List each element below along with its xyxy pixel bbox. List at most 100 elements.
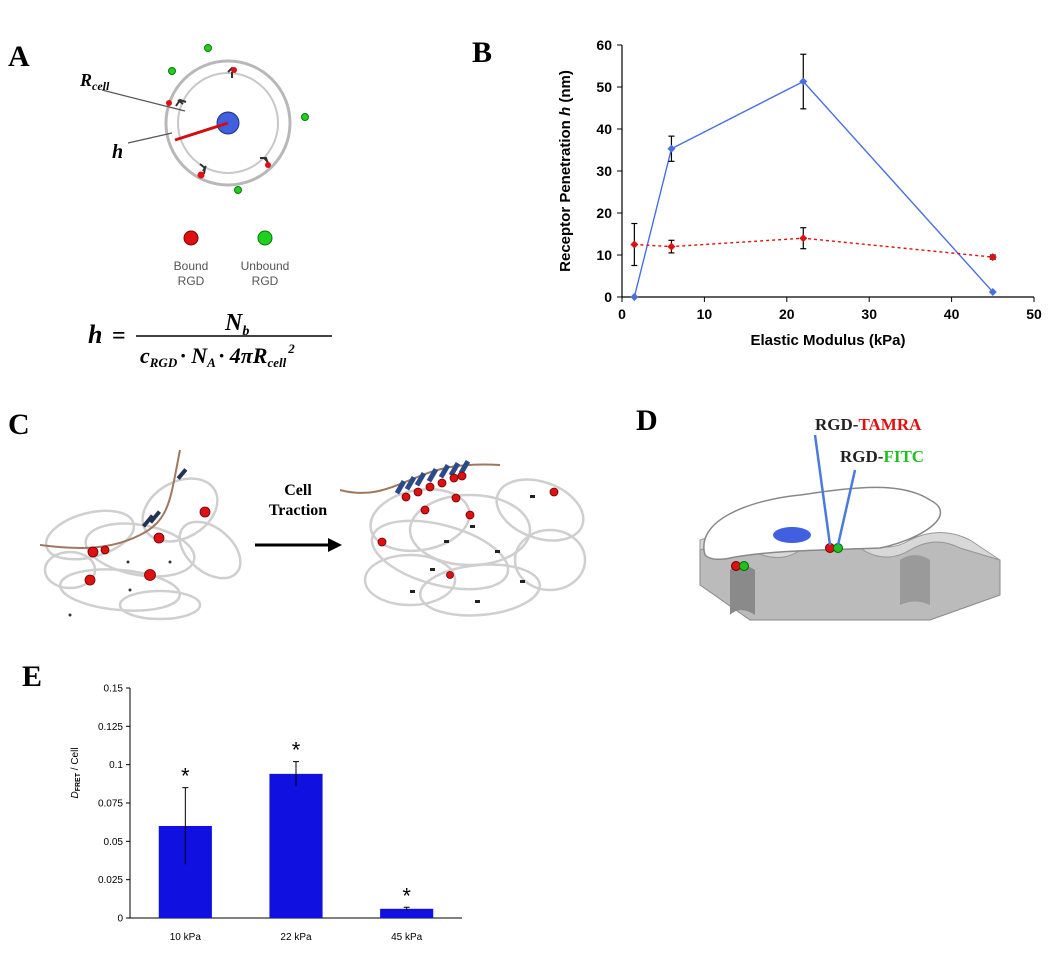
panel-a-diagram: Rcell h Bound RGD Unbound RGD h = Nb cRG…	[79, 44, 332, 370]
receptor-icon	[199, 163, 207, 175]
bound-rgd-dot	[166, 100, 172, 106]
legend-unbound-swatch	[257, 230, 273, 246]
bound-rgd-dot	[153, 532, 165, 544]
y-tick-label: 30	[596, 163, 612, 179]
data-point	[799, 77, 808, 86]
bound-rgd-dot	[425, 482, 435, 492]
significance-marker: *	[292, 738, 301, 763]
receptor-icon	[260, 157, 269, 165]
x-tick-label: 10 kPa	[170, 932, 202, 943]
y-tick-label: 0.05	[104, 837, 124, 848]
cell-body	[703, 486, 942, 560]
panel-letter-e: E	[22, 660, 43, 693]
panel-letter-a: A	[8, 40, 30, 73]
legend-bound-line1: Bound	[174, 259, 209, 273]
fitc-fluorophore-dot	[739, 561, 749, 571]
bound-rgd-dot	[446, 571, 454, 579]
data-point	[799, 234, 808, 243]
cell-membrane-before	[39, 449, 181, 549]
legend-bound-line2: RGD	[178, 274, 205, 288]
unbound-rgd-dot	[234, 186, 242, 194]
cell-nucleus	[773, 527, 811, 543]
panel-e-bar-chart: 0 0.025 0.05 0.075 0.1 0.125 0.15 * 10 kPa * 22 k…	[70, 684, 462, 943]
legend-unbound-line2: RGD	[252, 274, 279, 288]
rgd-dots-after	[377, 471, 559, 579]
bound-rgd-dot	[451, 493, 461, 503]
data-point	[667, 242, 676, 251]
formula-denominator: cRGD · NA · 4πRcell2	[140, 341, 295, 370]
panel-letter-c: C	[8, 408, 30, 441]
data-point	[630, 293, 639, 301]
panel-letter-b: B	[472, 36, 493, 69]
substrate-shadow	[900, 555, 930, 605]
y-tick-label: 20	[596, 205, 612, 221]
formula-lhs: h	[88, 320, 102, 349]
x-tick-label: 40	[944, 306, 960, 322]
legend-unbound-line1: Unbound	[241, 259, 290, 273]
bound-rgd-dot	[377, 537, 387, 547]
chart-e-ylabel: DFRET / Cell	[70, 747, 82, 798]
y-tick-label: 0.15	[104, 684, 124, 695]
bound-rgd-dot	[413, 487, 423, 497]
matrix-mesh-after	[363, 478, 587, 617]
bound-rgd-dot	[465, 510, 475, 520]
unbound-rgd-dot	[204, 44, 212, 52]
bound-rgd-dot	[231, 67, 237, 73]
chart-b-xlabel: Elastic Modulus (kPa)	[750, 332, 905, 349]
bound-rgd-dot	[84, 574, 96, 586]
data-point	[988, 253, 997, 262]
unbound-rgd-dots	[168, 44, 309, 194]
bar	[380, 908, 434, 918]
rgd-fitc-label: RGD-FITC	[840, 447, 924, 466]
x-tick-label: 30	[861, 306, 877, 322]
fitc-pointer-line	[836, 469, 857, 546]
x-tick-label: 0	[618, 306, 626, 322]
r-cell-label: Rcell	[79, 70, 110, 93]
bound-rgd-dot	[449, 473, 459, 483]
x-tick-label: 10	[697, 306, 713, 322]
series-line	[634, 237, 993, 258]
unbound-rgd-dot	[168, 67, 176, 75]
panel-b-line-chart: 0 10 20 30 40 50 60 0 10 20 30 40 50 Elastic Modulus…	[557, 37, 1042, 349]
data-point	[630, 240, 639, 249]
matrix-mesh-before	[43, 477, 242, 621]
y-tick-label: 0.1	[109, 760, 123, 771]
y-tick-label: 0	[117, 914, 123, 925]
bound-rgd-dot	[401, 492, 411, 502]
x-tick-label: 22 kPa	[280, 932, 312, 943]
receptors-after	[394, 459, 471, 495]
series-line	[633, 80, 994, 298]
legend-bound-swatch	[183, 230, 199, 246]
arrow-label-line2: Traction	[269, 502, 327, 519]
panel-c-diagram: Cell Traction	[39, 449, 587, 621]
significance-marker: *	[181, 764, 190, 789]
x-tick-label: 50	[1026, 306, 1042, 322]
data-point	[667, 144, 676, 153]
bound-rgd-dot	[549, 487, 559, 497]
substrate-shadow	[730, 565, 755, 615]
series-2	[630, 222, 997, 267]
chart-b-series	[630, 53, 997, 301]
y-tick-label: 40	[596, 121, 612, 137]
y-tick-label: 50	[596, 79, 612, 95]
y-tick-label: 0.075	[98, 799, 123, 810]
x-tick-label: 20	[779, 306, 795, 322]
x-tick-label: 45 kPa	[391, 932, 423, 943]
significance-marker: *	[402, 883, 411, 908]
bound-rgd-dot	[197, 171, 205, 179]
bound-rgd-dot	[87, 546, 99, 558]
bound-rgd-dot	[457, 471, 467, 481]
ligands-after	[410, 495, 535, 603]
bound-rgd-dot	[144, 569, 156, 581]
data-point	[988, 287, 997, 296]
chart-b-ylabel: Receptor Penetration h (nm)	[557, 70, 574, 272]
arrow-label-line1: Cell	[284, 482, 312, 499]
panel-d-diagram: RGD-TAMRA RGD-FITC	[699, 415, 1001, 621]
rgd-dots-before	[84, 506, 211, 586]
bound-rgd-dot	[265, 162, 271, 168]
bound-rgd-dot	[420, 505, 430, 515]
h-radius-line	[174, 121, 229, 142]
cell-outer-ring	[164, 59, 292, 187]
bar	[269, 773, 323, 918]
h-label: h	[112, 141, 123, 163]
